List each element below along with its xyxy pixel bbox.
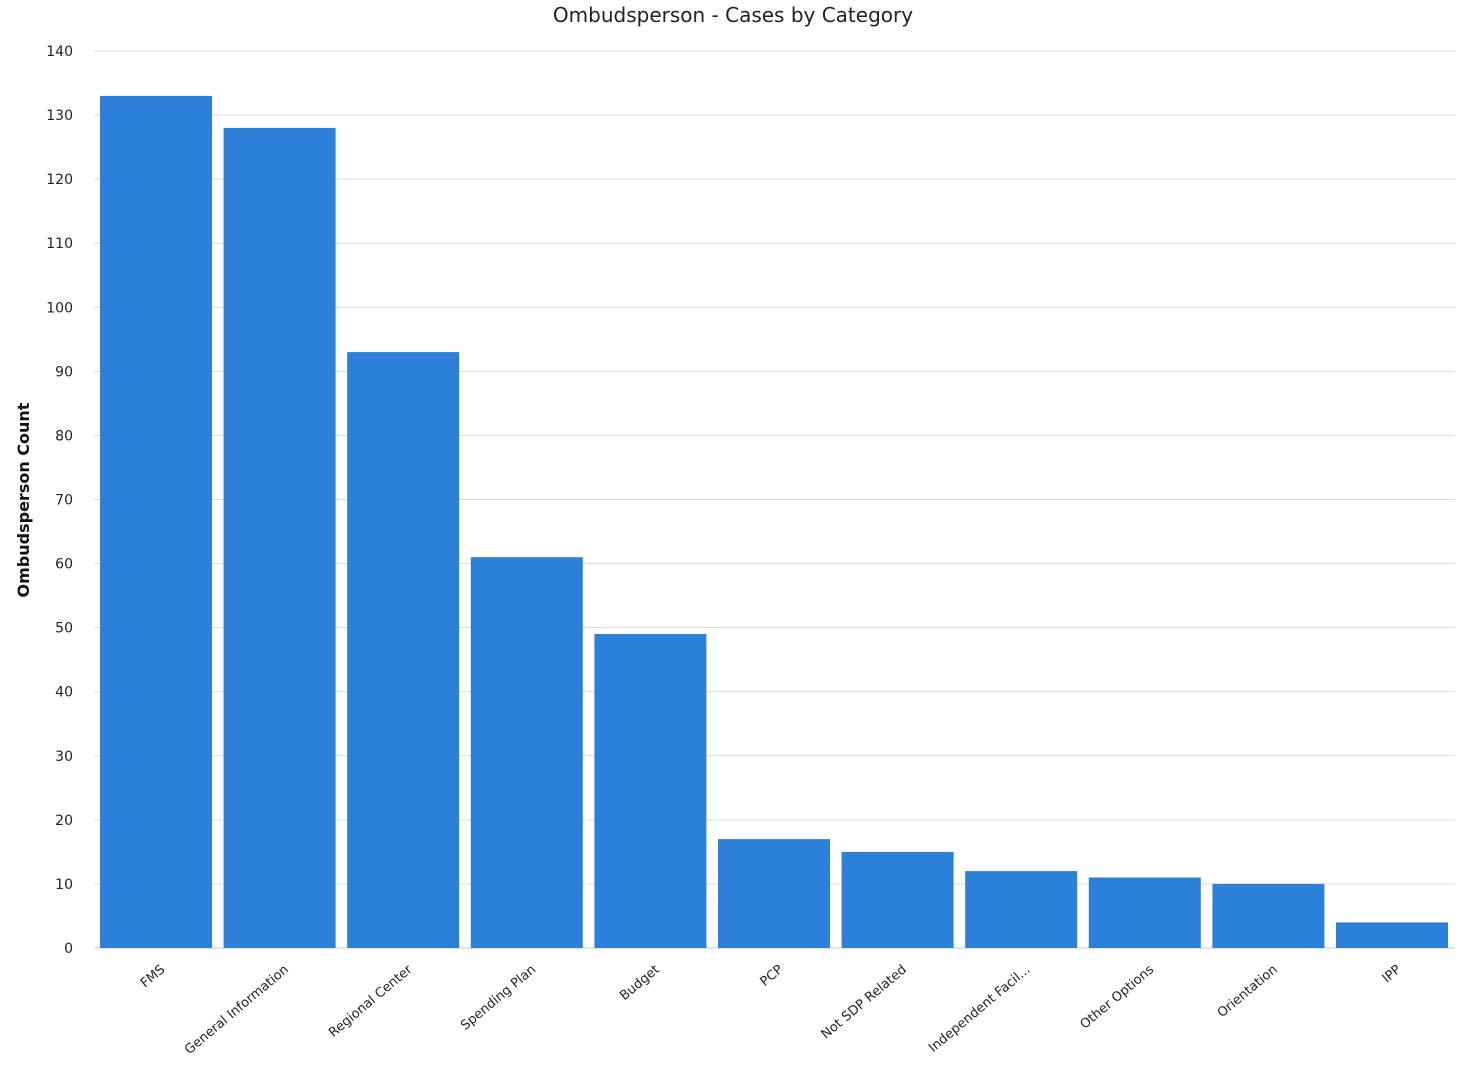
y-tick-label: 60 <box>55 557 73 573</box>
bar-spending-plan[interactable] <box>470 557 583 948</box>
y-tick-label: 100 <box>46 300 73 316</box>
y-tick-label: 30 <box>55 749 73 765</box>
y-tick-label: 120 <box>46 172 73 188</box>
y-tick-label: 140 <box>46 44 73 60</box>
bar-budget[interactable] <box>594 634 707 948</box>
y-tick-label: 90 <box>55 364 73 380</box>
y-tick-label: 20 <box>55 813 73 829</box>
x-category-label: Independent Facil... <box>926 962 1033 1055</box>
x-category-label: Not SDP Related <box>819 962 910 1042</box>
bar-general-information[interactable] <box>223 127 336 948</box>
y-tick-label: 110 <box>46 236 73 252</box>
bar-regional-center[interactable] <box>347 352 460 949</box>
x-category-label: Regional Center <box>326 962 416 1041</box>
bar-other-options[interactable] <box>1088 877 1201 949</box>
x-category-label: Other Options <box>1078 962 1158 1032</box>
bar-independent-facil[interactable] <box>965 871 1078 948</box>
x-category-label: IPP <box>1380 962 1405 986</box>
bar-orientation[interactable] <box>1212 883 1325 948</box>
y-tick-label: 10 <box>55 877 73 893</box>
bar-fms[interactable] <box>100 95 212 948</box>
bars <box>100 95 1448 949</box>
x-category-label: General Information <box>182 962 292 1057</box>
x-axis-category-labels: FMS General Information Regional Center Spe… <box>138 962 1404 1058</box>
chart-title: Ombudsperson - Cases by Category <box>553 3 913 27</box>
x-category-label: FMS <box>138 962 168 991</box>
y-axis-label: Ombudsperson Count <box>14 402 33 597</box>
bar-not-sdp-related[interactable] <box>841 851 954 948</box>
y-tick-label: 40 <box>55 685 73 701</box>
bar-ipp[interactable] <box>1336 922 1448 948</box>
y-tick-label: 50 <box>55 621 73 637</box>
y-tick-label: 130 <box>46 108 73 124</box>
x-category-label: Budget <box>617 962 662 1004</box>
y-tick-label: 70 <box>55 493 73 509</box>
x-category-label: PCP <box>758 962 787 990</box>
y-axis-ticks: 0 10 20 30 40 50 60 70 80 90 100 110 120 130 140 <box>46 44 73 957</box>
x-category-label: Orientation <box>1215 962 1281 1021</box>
y-tick-label: 80 <box>55 428 73 444</box>
bar-pcp[interactable] <box>718 839 830 948</box>
x-category-label: Spending Plan <box>458 962 539 1033</box>
y-tick-label: 0 <box>64 941 73 957</box>
